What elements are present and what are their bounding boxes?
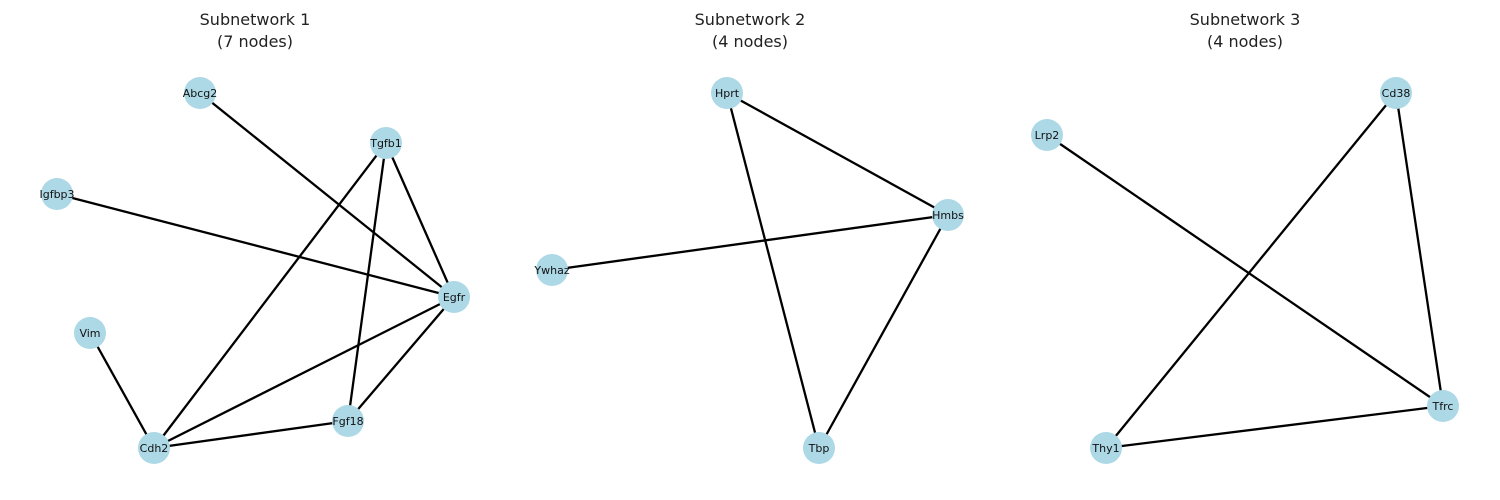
node-thy1: Thy1 (1090, 432, 1122, 464)
node-group-2: Hprt Hmbs Ywhaz Tbp (533, 77, 964, 464)
panel-subtitle-1: (7 nodes) (217, 32, 293, 51)
node-group-1: Abcg2 Tgfb1 Igfbp3 Egfr Vim Fgf18 Cdh2 (39, 77, 470, 464)
edge-group-3 (1046, 92, 1445, 450)
edge-cd38-tfrc (1394, 92, 1445, 407)
node-label: Lrp2 (1035, 129, 1060, 142)
edge-tgfb1-egfr (384, 142, 456, 298)
node-igfbp3: Igfbp3 (39, 178, 75, 210)
node-label: Fgf18 (332, 415, 363, 428)
edge-group-1 (56, 92, 456, 450)
edge-tgfb1-cdh2 (153, 142, 387, 449)
node-label: Cd38 (1382, 87, 1411, 100)
node-circle (1031, 119, 1063, 151)
node-circle (1427, 390, 1459, 422)
node-cdh2: Cdh2 (138, 432, 170, 464)
edge-tgfb1-fgf18 (346, 142, 388, 422)
node-fgf18: Fgf18 (332, 405, 364, 437)
edge-egfr-fgf18 (347, 296, 455, 422)
node-label: Thy1 (1091, 442, 1119, 455)
panel-subnetwork-2: Subnetwork 2 (4 nodes) Hprt Hmbs Ywhaz Tbp (533, 10, 964, 464)
node-label: Ywhaz (533, 264, 569, 277)
node-label: Tbp (808, 442, 830, 455)
edge-group-2 (551, 91, 950, 449)
panel-title-2: Subnetwork 2 (695, 10, 806, 29)
node-label: Abcg2 (183, 87, 218, 100)
node-tfrc: Tfrc (1427, 390, 1459, 422)
node-circle (370, 127, 402, 159)
node-tbp: Tbp (803, 432, 835, 464)
node-circle (536, 254, 568, 286)
node-label: Cdh2 (140, 442, 169, 455)
edge-hmbs-ywhaz (551, 213, 949, 272)
node-label: Egfr (443, 291, 466, 304)
node-circle (138, 432, 170, 464)
node-tgfb1: Tgfb1 (369, 127, 402, 159)
edge-thy1-tfrc (1105, 404, 1444, 450)
node-ywhaz: Ywhaz (533, 254, 570, 286)
panel-subnetwork-1: Subnetwork 1 (7 nodes) Abcg2 Tgfb1 Igfbp3 E… (39, 10, 470, 464)
node-circle (74, 317, 106, 349)
node-circle (803, 432, 835, 464)
node-circle (711, 77, 743, 109)
panel-title-1: Subnetwork 1 (200, 10, 311, 29)
node-circle (41, 178, 73, 210)
node-label: Hmbs (932, 209, 964, 222)
node-circle (184, 77, 216, 109)
node-hprt: Hprt (711, 77, 743, 109)
edge-vim-cdh2 (88, 332, 156, 449)
node-vim: Vim (74, 317, 106, 349)
edge-egfr-cdh2 (153, 295, 455, 450)
node-label: Tfrc (1432, 400, 1454, 413)
node-label: Hprt (715, 87, 740, 100)
node-circle (1090, 432, 1122, 464)
edge-hmbs-tbp (817, 214, 950, 449)
panel-subtitle-2: (4 nodes) (712, 32, 788, 51)
edge-hprt-hmbs (726, 91, 949, 217)
node-label: Vim (79, 327, 100, 340)
edge-igfbp3-egfr (56, 192, 455, 299)
edge-cd38-thy1 (1105, 92, 1397, 449)
edge-cdh2-fgf18 (153, 419, 349, 450)
node-abcg2: Abcg2 (183, 77, 218, 109)
panel-subnetwork-3: Subnetwork 3 (4 nodes) Cd38 Lrp2 Tfrc Thy1 (1031, 10, 1459, 464)
node-circle (1380, 77, 1412, 109)
edge-lrp2-tfrc (1046, 134, 1444, 407)
node-cd38: Cd38 (1380, 77, 1412, 109)
edge-abcg2-egfr (199, 92, 455, 298)
node-circle (332, 405, 364, 437)
edge-hprt-tbp (725, 92, 821, 449)
node-label: Igfbp3 (39, 188, 74, 201)
node-group-3: Cd38 Lrp2 Tfrc Thy1 (1031, 77, 1459, 464)
panel-subtitle-3: (4 nodes) (1207, 32, 1283, 51)
node-egfr: Egfr (438, 281, 470, 313)
panel-title-3: Subnetwork 3 (1190, 10, 1301, 29)
node-hmbs: Hmbs (932, 199, 964, 231)
node-label: Tgfb1 (369, 137, 402, 150)
node-circle (932, 199, 964, 231)
node-lrp2: Lrp2 (1031, 119, 1063, 151)
node-circle (438, 281, 470, 313)
